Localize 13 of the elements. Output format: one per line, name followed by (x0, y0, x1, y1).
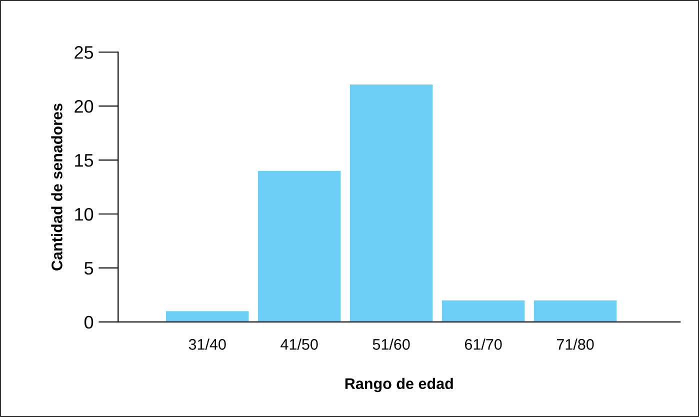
y-axis-title: Cantidad de senadores (51, 104, 62, 270)
x-tick-label: 51/60 (372, 338, 410, 350)
x-tick-label: 41/50 (280, 338, 318, 350)
y-tick-label: 20 (74, 100, 94, 113)
x-tick-label: 61/70 (464, 338, 502, 350)
y-tick-label: 15 (75, 154, 94, 167)
y-tick-label: 5 (84, 262, 94, 275)
x-axis-title: Rango de edad (345, 378, 453, 392)
y-tick-label: 25 (74, 46, 94, 59)
x-tick-label: 31/40 (188, 338, 226, 350)
x-tick-label: 71/80 (556, 338, 594, 350)
y-tick-label: 10 (75, 208, 94, 221)
y-tick-label: 0 (84, 316, 94, 329)
